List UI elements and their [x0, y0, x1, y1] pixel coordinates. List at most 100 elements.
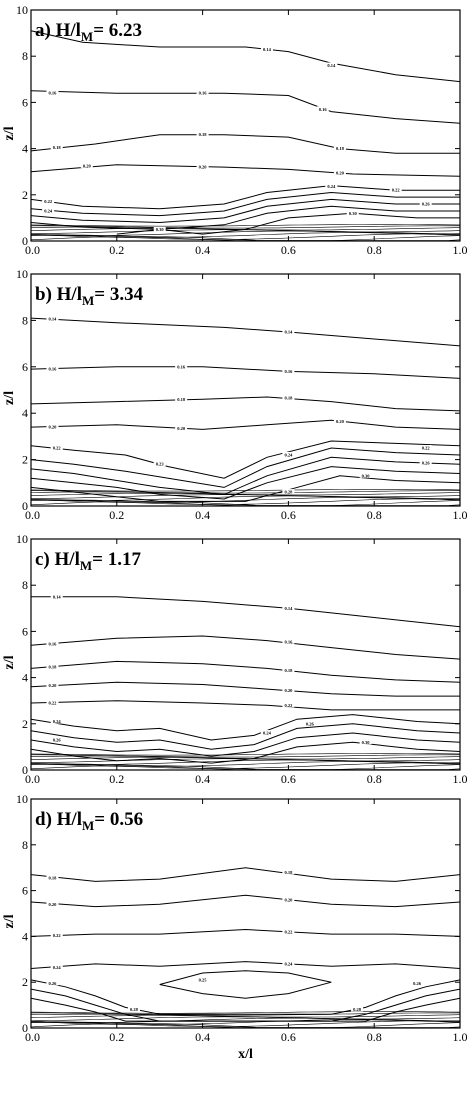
- near-wall-contour: [30, 755, 461, 760]
- contour-label: 0.22: [53, 933, 62, 938]
- x-tick-label: 0.6: [281, 772, 296, 786]
- contour-label-bg: [46, 641, 59, 647]
- contour-label: 0.16: [284, 369, 293, 374]
- contour-label: 0.26: [49, 981, 58, 986]
- contour-label-bg: [50, 144, 63, 150]
- contour-label: 0.20: [83, 163, 92, 168]
- contour-label: 0.20: [284, 688, 293, 693]
- near-wall-contour: [31, 225, 460, 229]
- x-tick-label: 0.4: [195, 508, 210, 522]
- y-tick-label: 6: [22, 95, 28, 109]
- y-tick-label: 6: [22, 884, 28, 898]
- contour-label-bg: [333, 145, 346, 151]
- contour-label: 0.18: [49, 665, 58, 670]
- y-tick-label: 6: [22, 624, 28, 638]
- contour-line: [30, 447, 461, 488]
- panel-title: a) H/lM= 6.23: [35, 20, 142, 44]
- contour-line: [30, 396, 461, 412]
- y-tick-label: 4: [22, 929, 28, 943]
- y-tick-label: 10: [16, 792, 28, 806]
- contour-label-bg: [282, 489, 295, 495]
- near-wall-contour: [30, 1020, 461, 1027]
- contour-line: [30, 134, 460, 154]
- y-tick-label: 4: [22, 406, 28, 420]
- panel-title-subscript: M: [82, 293, 94, 308]
- contour-label-bg: [260, 46, 273, 52]
- near-wall-contour: [30, 759, 461, 766]
- contour-line: [30, 164, 461, 177]
- contour-label-bg: [359, 472, 372, 478]
- contour-label-bg: [46, 875, 59, 881]
- contour-label-bg: [46, 664, 59, 670]
- y-tick-label: 0: [22, 234, 28, 248]
- x-axis-label: x/l: [238, 1047, 253, 1062]
- x-tick-label: 0.4: [195, 772, 210, 786]
- x-tick-label: 0.2: [109, 1030, 124, 1044]
- near-wall-contour: [30, 497, 461, 503]
- contour-line: [116, 212, 460, 235]
- contour-label-bg: [419, 460, 432, 466]
- y-tick-label: 2: [22, 453, 28, 467]
- contour-label: 0.20: [336, 170, 345, 175]
- x-tick-label: 0.0: [25, 1030, 40, 1044]
- x-tick-label: 0.6: [281, 508, 296, 522]
- contour-label-bg: [46, 366, 59, 372]
- contour-label: 0.22: [53, 446, 62, 451]
- x-tick-label: 0.8: [367, 772, 382, 786]
- contour-line: [30, 456, 461, 495]
- contour-line: [30, 366, 461, 379]
- y-tick-label: 6: [22, 360, 28, 374]
- contour-label-bg: [282, 667, 295, 673]
- contour-label-bg: [282, 368, 295, 374]
- contour-label: 0.24: [53, 719, 62, 724]
- near-wall-contour: [30, 491, 461, 496]
- y-tick-label: 10: [16, 267, 28, 281]
- contour-label-bg: [127, 1006, 140, 1012]
- contour-line: [30, 700, 460, 711]
- contour-line: [30, 714, 461, 741]
- panel-title-suffix: = 0.56: [94, 809, 143, 830]
- contour-label: 0.28: [130, 1007, 139, 1012]
- contour-label: 0.24: [284, 961, 293, 966]
- contour-label-bg: [282, 395, 295, 401]
- x-tick-label: 1.0: [453, 243, 468, 257]
- y-tick-label: 8: [22, 838, 28, 852]
- contour-line: [30, 928, 461, 937]
- contour-label: 0.30: [349, 211, 358, 216]
- contour-label: 0.24: [53, 965, 62, 970]
- contour-line: [30, 90, 461, 124]
- y-tick-label: 10: [16, 532, 28, 546]
- contour-label-bg: [282, 928, 295, 934]
- contour-label-bg: [325, 62, 338, 68]
- contour-label-bg: [282, 896, 295, 902]
- contour-label-bg: [282, 960, 295, 966]
- contour-label: 0.26: [53, 737, 62, 742]
- x-tick-label: 0.2: [109, 508, 124, 522]
- x-tick-label: 1.0: [453, 1030, 468, 1044]
- contour-label: 0.14: [284, 330, 293, 335]
- contour-line: [30, 198, 460, 224]
- contour-line: [30, 185, 460, 210]
- panel-title: b) H/lM= 3.34: [35, 284, 144, 308]
- panel-title-subscript: M: [80, 558, 92, 573]
- contour-label-bg: [50, 932, 63, 938]
- contour-label: 0.18: [49, 876, 58, 881]
- contour-label-bg: [303, 720, 316, 726]
- y-tick-label: 2: [22, 975, 28, 989]
- contour-label-bg: [282, 702, 295, 708]
- contour-label-bg: [346, 210, 359, 216]
- contour-label-bg: [50, 736, 63, 742]
- near-wall-contour: [30, 762, 461, 769]
- panel-title-suffix: = 1.17: [92, 549, 141, 570]
- panel-title-subscript: M: [82, 818, 94, 833]
- contour-label-bg: [282, 638, 295, 644]
- contour-label-bg: [42, 198, 55, 204]
- contour-label-bg: [389, 187, 402, 193]
- contour-label: 0.16: [284, 639, 293, 644]
- plot-frame: [30, 538, 461, 771]
- contour-label: 0.22: [44, 199, 53, 204]
- contour-label: 0.23: [156, 462, 165, 467]
- plot-frame: [30, 9, 461, 242]
- x-tick-label: 0.6: [281, 243, 296, 257]
